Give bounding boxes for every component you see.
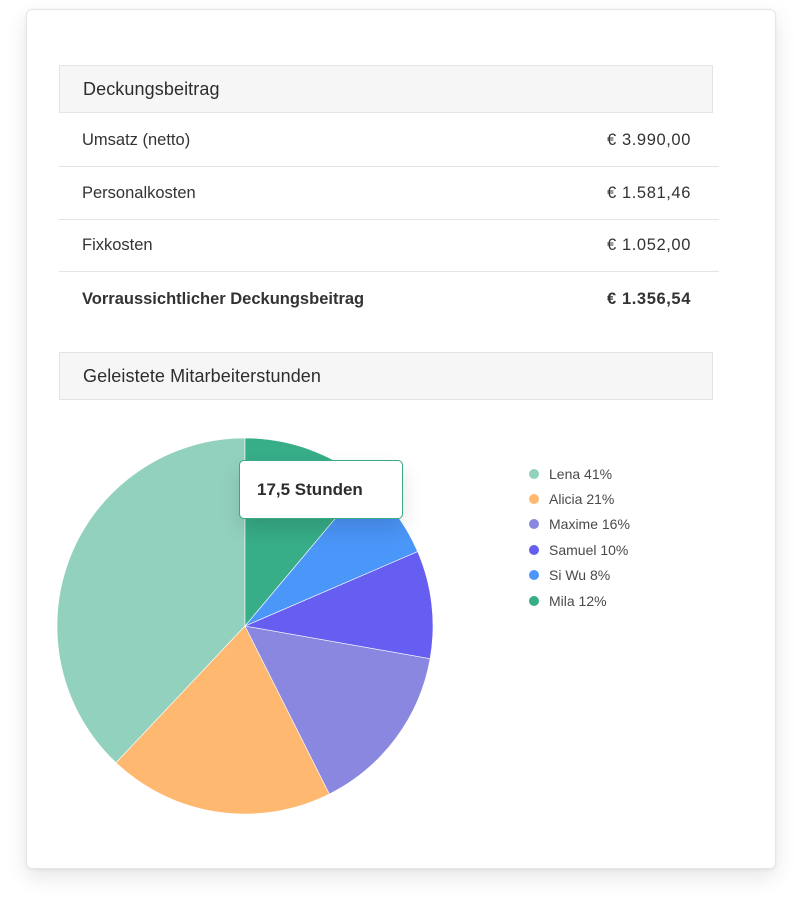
row-value: € 1.581,46 [607, 184, 691, 202]
legend-dot-icon [529, 468, 539, 479]
chart-tooltip: 17,5 Stunden [239, 460, 403, 519]
legend-label: Mila 12% [549, 592, 607, 609]
legend-label: Lena 41% [549, 465, 613, 482]
legend-dot-icon [529, 570, 539, 581]
section-title-contribution: Deckungsbeitrag [83, 78, 220, 99]
chart-legend: Lena 41% Alicia 21% Maxime 16% Samuel 10% Si… [529, 461, 630, 613]
table-row: Fixkosten € 1.052,00 [59, 220, 719, 272]
pie-slice-samuel[interactable] [243, 551, 434, 659]
legend-item[interactable]: Si Wu 8% [529, 563, 630, 588]
section-title-hours: Geleistete Mitarbeiterstunden [83, 365, 322, 386]
row-label: Umsatz (netto) [82, 131, 191, 149]
row-value: € 1.052,00 [607, 236, 691, 254]
legend-label: Samuel 10% [549, 541, 629, 558]
legend-dot-icon [529, 519, 539, 530]
table-row: Personalkosten € 1.581,46 [59, 168, 719, 220]
tooltip-text: 17,5 Stunden [257, 479, 363, 499]
legend-dot-icon [529, 595, 539, 606]
legend-item[interactable]: Lena 41% [529, 461, 630, 486]
pie-slice-alicia[interactable] [115, 625, 330, 815]
row-label: Vorraussichtlicher Deckungsbeitrag [82, 289, 365, 308]
legend-label: Alicia 21% [549, 491, 615, 508]
legend-item[interactable]: Alicia 21% [529, 486, 630, 511]
row-label: Fixkosten [82, 236, 153, 254]
legend-label: Maxime 16% [549, 516, 630, 533]
row-value: € 3.990,00 [607, 131, 691, 149]
legend-item[interactable]: Mila 12% [529, 588, 630, 613]
table-row-total: Vorraussichtlicher Deckungsbeitrag € 1.3… [59, 273, 719, 325]
legend-dot-icon [529, 544, 539, 555]
row-label: Personalkosten [82, 184, 196, 202]
table-row: Umsatz (netto) € 3.990,00 [59, 115, 719, 167]
legend-item[interactable]: Maxime 16% [529, 512, 630, 537]
row-value: € 1.356,54 [607, 289, 691, 308]
section-header-hours: Geleistete Mitarbeiterstunden [59, 352, 713, 400]
section-header-contribution: Deckungsbeitrag [59, 65, 713, 113]
legend-label: Si Wu 8% [549, 567, 611, 584]
pie-slice-maxime[interactable] [244, 625, 431, 795]
pie-slice-lena[interactable] [56, 437, 246, 764]
legend-dot-icon [529, 494, 539, 505]
legend-item[interactable]: Samuel 10% [529, 537, 630, 562]
